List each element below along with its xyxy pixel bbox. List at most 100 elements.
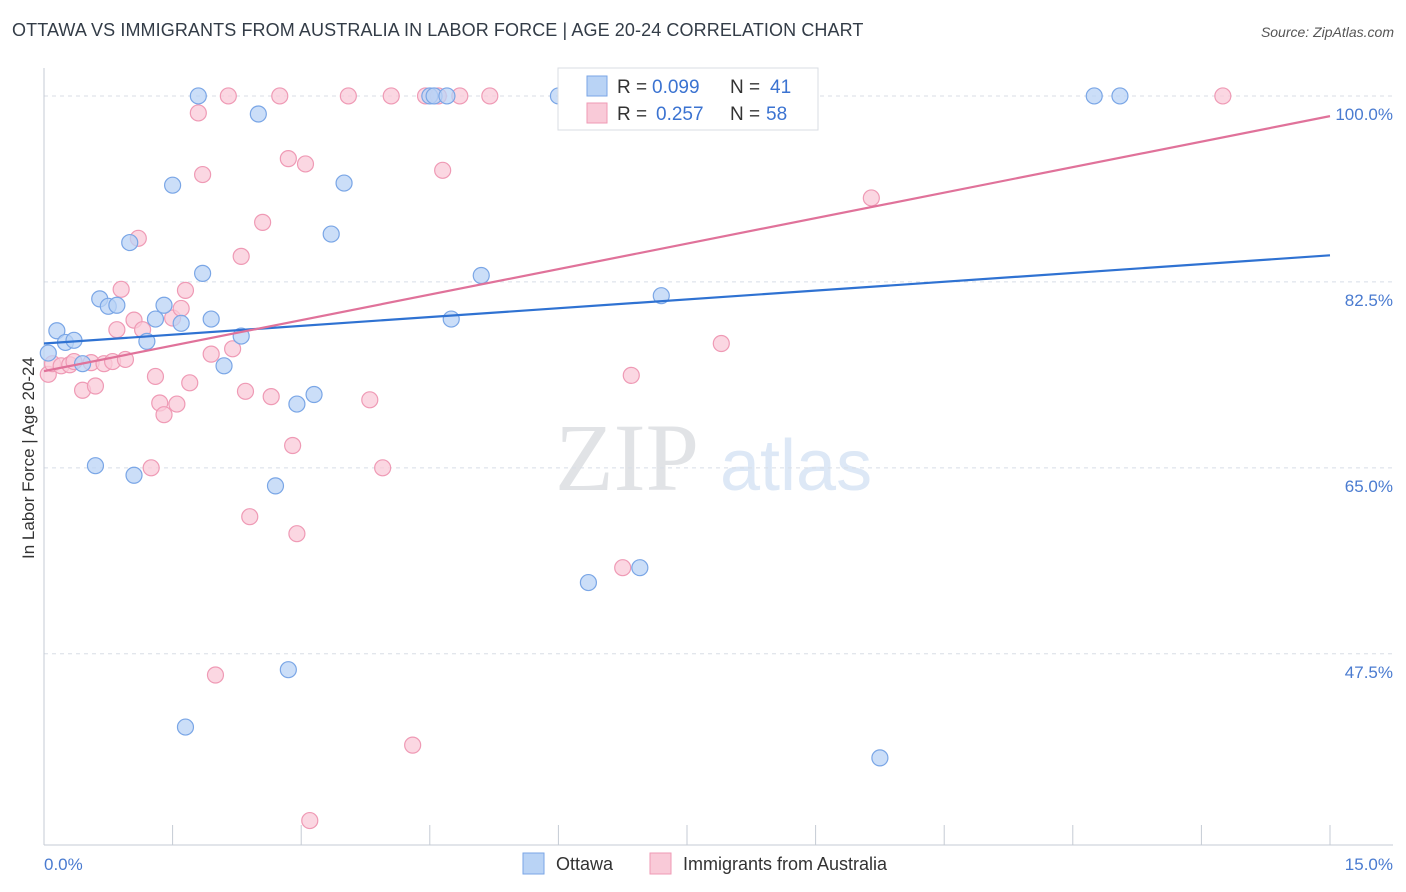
source-label: Source: ZipAtlas.com: [1260, 24, 1394, 40]
point-ottawa-39: [1085, 87, 1103, 105]
point-ottawa-14: [164, 176, 182, 194]
point-aus-49: [434, 161, 452, 179]
point-aus-46: [404, 736, 422, 754]
point-ottawa-0: [39, 344, 57, 362]
point-aus-27: [202, 345, 220, 363]
point-ottawa-18: [194, 264, 212, 282]
y-tick-label-1: 65.0%: [1345, 477, 1393, 496]
chart-title: OTTAWA VS IMMIGRANTS FROM AUSTRALIA IN L…: [12, 20, 864, 40]
point-aus-26: [194, 165, 212, 184]
point-aus-30: [224, 340, 242, 358]
legend-n-value-aus: 58: [766, 104, 787, 125]
point-aus-38: [284, 436, 302, 455]
point-aus-42: [339, 87, 357, 105]
point-ottawa-16: [176, 718, 195, 736]
x-tick-label-max: 15.0%: [1345, 855, 1393, 874]
point-aus-51: [481, 87, 499, 105]
point-aus-44: [374, 459, 392, 477]
point-aus-34: [254, 213, 272, 231]
x-tick-label-min: 0.0%: [44, 855, 83, 874]
trend-lines: [43, 115, 1331, 373]
point-aus-21: [168, 395, 186, 413]
legend-n-label-ottawa: N =: [730, 77, 760, 98]
legend-swatch-ottawa: [586, 75, 608, 97]
watermark-atlas: atlas: [720, 426, 872, 506]
legend-n-value-ottawa: 41: [770, 77, 791, 98]
point-aus-11: [112, 280, 130, 298]
point-aus-36: [271, 87, 289, 105]
point-ottawa-32: [442, 310, 460, 328]
point-aus-57: [1214, 87, 1232, 105]
point-ottawa-24: [279, 661, 297, 679]
bottom-legend-swatch-ottawa: [522, 852, 545, 875]
y-axis-label: In Labor Force | Age 20-24: [19, 357, 38, 559]
legend-swatch-aus: [586, 102, 608, 124]
point-ottawa-31: [438, 87, 456, 105]
point-aus-40: [296, 155, 315, 173]
point-aus-39: [288, 525, 306, 543]
point-ottawa-19: [202, 310, 220, 328]
point-aus-56: [862, 189, 880, 207]
point-ottawa-33: [472, 266, 490, 285]
trend-line-aus: [43, 115, 1331, 373]
point-aus-31: [232, 247, 250, 265]
y-tick-label-0: 47.5%: [1345, 663, 1393, 682]
point-aus-7: [86, 377, 105, 395]
legend-n-label-aus: N =: [730, 104, 760, 125]
legend-r-value-ottawa: 0.099: [652, 77, 700, 98]
point-aus-29: [219, 87, 237, 105]
point-aus-53: [614, 559, 632, 577]
point-aus-25: [189, 104, 207, 122]
point-aus-45: [382, 87, 400, 105]
point-aus-43: [361, 391, 379, 409]
bottom-legend-label-ottawa: Ottawa: [556, 854, 614, 874]
legend-r-label-aus: R =: [617, 104, 647, 125]
point-ottawa-9: [121, 233, 139, 252]
bottom-legend-swatch-aus: [649, 852, 672, 875]
point-aus-37: [279, 150, 297, 168]
point-aus-33: [241, 508, 259, 526]
point-aus-16: [142, 459, 160, 477]
point-ottawa-37: [652, 287, 670, 305]
trend-line-ottawa: [43, 254, 1331, 345]
point-ottawa-5: [86, 457, 105, 475]
point-aus-19: [155, 406, 173, 424]
point-ottawa-13: [155, 296, 173, 314]
point-ottawa-8: [108, 296, 126, 314]
point-ottawa-20: [215, 357, 233, 375]
point-ottawa-1: [48, 322, 66, 340]
point-ottawa-26: [305, 385, 323, 404]
point-aus-22: [172, 299, 190, 318]
point-ottawa-12: [146, 310, 165, 328]
axes: [43, 68, 1393, 846]
point-ottawa-22: [249, 105, 267, 123]
point-aus-28: [206, 666, 225, 684]
point-aus-54: [622, 366, 640, 384]
point-ottawa-40: [1111, 87, 1129, 105]
grid-lines: [44, 95, 1393, 655]
point-aus-41: [301, 811, 319, 830]
point-ottawa-17: [189, 87, 207, 105]
legend-r-value-aus: 0.257: [656, 104, 704, 125]
point-aus-55: [712, 334, 730, 353]
y-tick-labels: 47.5% 65.0% 82.5% 100.0%: [1335, 105, 1393, 682]
y-tick-label-3: 100.0%: [1335, 105, 1393, 124]
bottom-legend-label-aus: Immigrants from Australia: [683, 854, 888, 874]
point-ottawa-23: [266, 477, 285, 495]
point-aus-32: [236, 382, 255, 400]
point-ottawa-10: [125, 466, 143, 484]
point-aus-24: [181, 374, 199, 392]
point-aus-10: [108, 321, 126, 339]
point-aus-23: [176, 281, 195, 299]
watermark-zip: ZIP: [555, 404, 699, 511]
point-ottawa-15: [172, 314, 190, 332]
point-ottawa-38: [871, 749, 889, 767]
correlation-legend: R = 0.099 N = 41 R = 0.257 N = 58: [557, 67, 819, 131]
point-ottawa-36: [631, 559, 649, 577]
point-ottawa-25: [288, 395, 306, 413]
point-ottawa-27: [322, 225, 340, 243]
point-ottawa-35: [579, 573, 598, 592]
series-legend: Ottawa Immigrants from Australia: [522, 852, 888, 875]
legend-r-label-ottawa: R =: [617, 77, 647, 98]
